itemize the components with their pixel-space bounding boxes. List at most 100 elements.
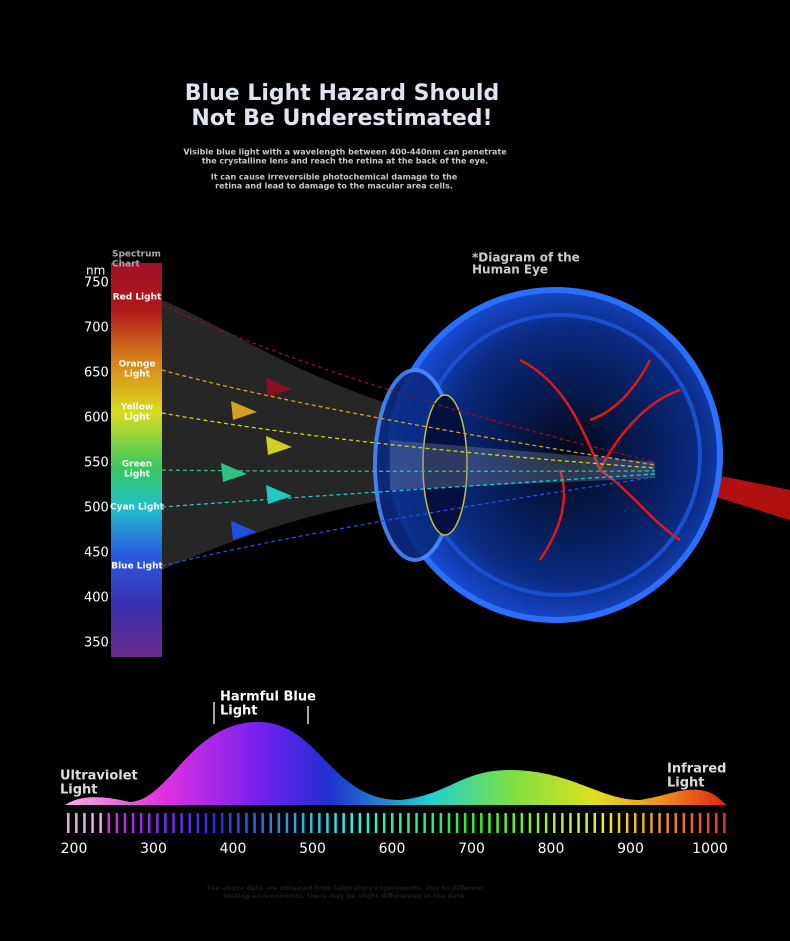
wavelength-stripe bbox=[593, 813, 596, 833]
wavelength-stripe bbox=[67, 813, 70, 833]
wavelength-curve bbox=[65, 722, 727, 805]
description: the crystalline lens and reach the retin… bbox=[202, 157, 489, 166]
highlight-label: Harmful Blue bbox=[220, 690, 316, 705]
light-label: Blue Light bbox=[111, 562, 163, 572]
wavelength-stripe bbox=[447, 813, 451, 833]
wavelength-stripe bbox=[601, 813, 605, 833]
light-ray bbox=[161, 469, 656, 472]
wavelength-stripe bbox=[698, 813, 702, 833]
wavelength-tick: 700 bbox=[458, 841, 485, 857]
wavelength-stripe bbox=[310, 813, 313, 833]
wavelength-stripe bbox=[382, 813, 386, 833]
spectrum-tick: 700 bbox=[84, 321, 109, 336]
eye-caption: *Diagram of the bbox=[472, 251, 580, 265]
spectrum-title: Spectrum bbox=[112, 250, 161, 260]
wavelength-stripe bbox=[439, 813, 443, 833]
wavelength-stripe bbox=[528, 813, 532, 833]
light-label: Orange bbox=[118, 360, 155, 370]
wavelength-stripe bbox=[642, 813, 645, 833]
arrow bbox=[266, 436, 292, 455]
spectrum-bar bbox=[111, 263, 162, 657]
footnote: testing environments, there may be sligh… bbox=[223, 892, 466, 900]
spectrum-tick: 600 bbox=[84, 411, 109, 426]
wavelength-stripe bbox=[723, 813, 726, 833]
spectrum-tick: 500 bbox=[84, 501, 109, 516]
wavelength-stripe bbox=[658, 813, 661, 833]
description: Visible blue light with a wavelength bet… bbox=[183, 148, 507, 157]
wavelength-stripe bbox=[415, 813, 418, 833]
wavelength-stripe bbox=[269, 813, 272, 833]
wavelength-stripe bbox=[561, 813, 564, 833]
wavelength-stripe bbox=[480, 813, 483, 833]
wavelength-stripe bbox=[156, 813, 159, 833]
wavelength-stripe bbox=[504, 813, 507, 833]
wavelength-stripe bbox=[237, 813, 240, 833]
wavelength-stripe bbox=[318, 813, 321, 833]
wavelength-stripe bbox=[625, 813, 629, 833]
wavelength-stripe bbox=[293, 813, 297, 833]
wavelength-stripe bbox=[609, 813, 613, 833]
description: retina and lead to damage to the macular… bbox=[215, 182, 453, 191]
wavelength-stripe bbox=[334, 813, 337, 833]
eye-diagram bbox=[373, 287, 790, 623]
title: Not Be Underestimated! bbox=[191, 106, 492, 131]
spectrum-tick: 350 bbox=[84, 636, 109, 651]
wavelength-stripe bbox=[674, 813, 677, 833]
wavelength-tick: 500 bbox=[299, 841, 326, 857]
light-label: Green bbox=[122, 460, 152, 470]
wavelength-stripe bbox=[706, 813, 710, 833]
arrow bbox=[266, 485, 292, 504]
wavelength-stripe bbox=[585, 813, 588, 833]
wavelength-stripe bbox=[204, 813, 208, 833]
spectrum-tick: 750 bbox=[84, 276, 109, 291]
spectrum-tick: 650 bbox=[84, 366, 109, 381]
wavelength-stripe bbox=[212, 813, 216, 833]
wavelength-stripe bbox=[715, 813, 718, 833]
wavelength-stripe bbox=[164, 813, 167, 833]
wavelength-stripe bbox=[407, 813, 410, 833]
wavelength-stripe bbox=[520, 813, 524, 833]
wavelength-stripe bbox=[634, 813, 637, 833]
wavelength-stripe bbox=[391, 813, 394, 833]
wavelength-stripe bbox=[666, 813, 669, 833]
wavelength-tick: 600 bbox=[379, 841, 406, 857]
wavelength-stripe bbox=[536, 813, 540, 833]
wavelength-stripe bbox=[472, 813, 475, 833]
wavelength-stripe bbox=[326, 813, 329, 833]
wavelength-stripe bbox=[617, 813, 621, 833]
light-ray bbox=[161, 369, 656, 466]
wavelength-stripe bbox=[91, 813, 94, 833]
wavelength-stripe bbox=[261, 813, 264, 833]
wavelength-stripe bbox=[99, 813, 102, 833]
wavelength-tick: 1000 bbox=[692, 841, 728, 857]
wavelength-stripe bbox=[188, 813, 191, 833]
wavelength-stripe bbox=[366, 813, 370, 833]
spectrum-tick: 400 bbox=[84, 591, 109, 606]
ir-label: Light bbox=[667, 776, 705, 791]
light-ray bbox=[161, 473, 656, 508]
wavelength-stripe bbox=[229, 813, 232, 833]
wavelength-tick: 300 bbox=[140, 841, 167, 857]
wavelength-tick: 400 bbox=[220, 841, 247, 857]
arrow bbox=[221, 463, 247, 482]
light-label: Light bbox=[124, 413, 151, 423]
wavelength-stripe bbox=[358, 813, 362, 833]
wavelength-stripe bbox=[285, 813, 289, 833]
wavelength-tick: 800 bbox=[538, 841, 565, 857]
spectrum-tick: 550 bbox=[84, 456, 109, 471]
spectrum-title: Chart bbox=[112, 260, 141, 270]
light-label: Light bbox=[124, 370, 151, 380]
wavelength-stripe bbox=[577, 813, 580, 833]
wavelength-stripe bbox=[148, 813, 151, 833]
wavelength-stripe bbox=[553, 813, 556, 833]
footnote: The above data are obtained from laborat… bbox=[206, 884, 483, 892]
title: Blue Light Hazard Should bbox=[185, 81, 499, 106]
light-label: Cyan Light bbox=[110, 503, 165, 513]
wavelength-stripe bbox=[123, 813, 127, 833]
wavelength-stripe bbox=[245, 813, 248, 833]
wavelength-stripe bbox=[544, 813, 548, 833]
light-label: Yellow bbox=[120, 403, 153, 413]
wavelength-stripe bbox=[277, 813, 281, 833]
